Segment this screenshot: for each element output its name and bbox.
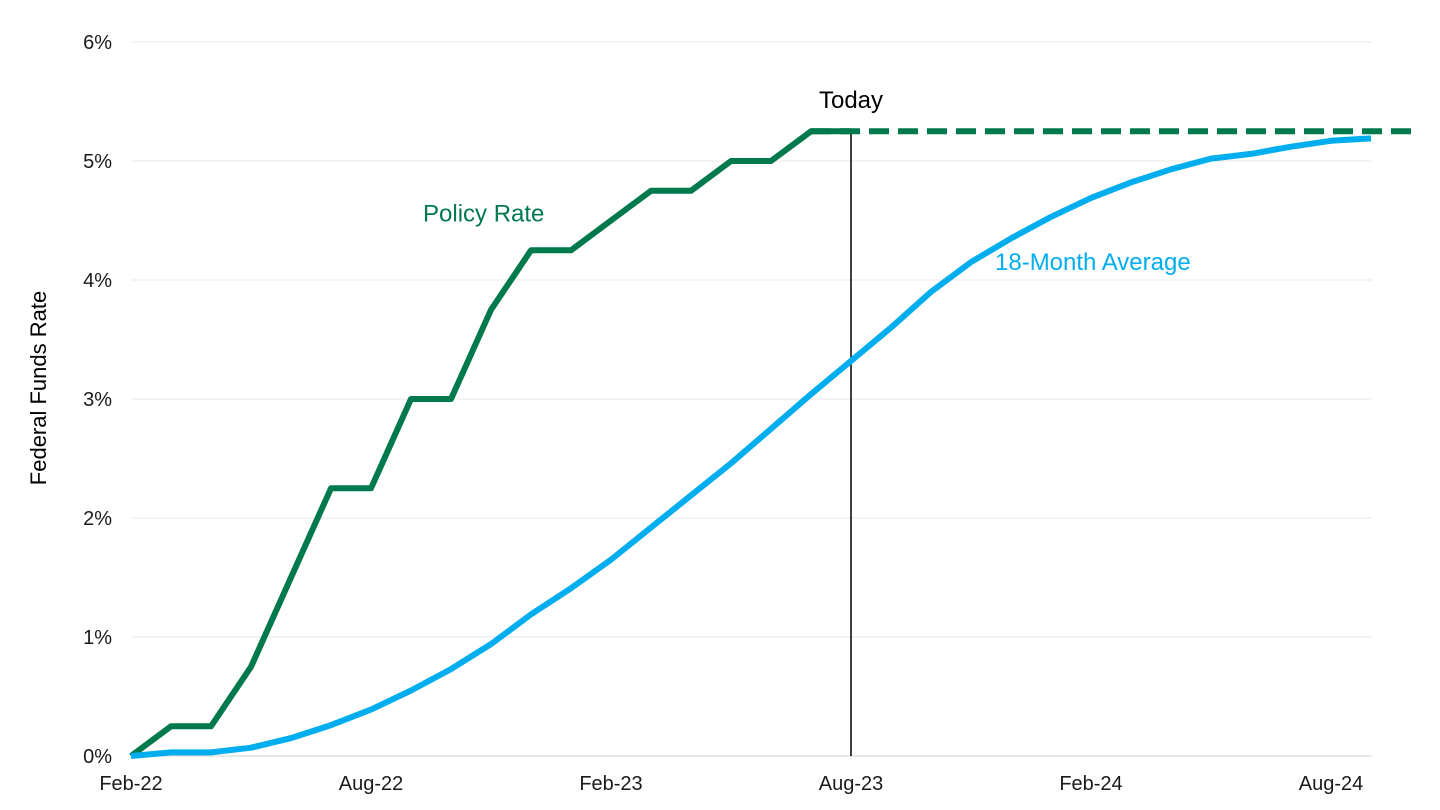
today-label: Today [819, 87, 883, 114]
y-tick-label: 4% [83, 270, 112, 292]
y-tick-label: 6% [83, 32, 112, 54]
y-tick-label: 3% [83, 389, 112, 411]
series-lines [129, 128, 1411, 759]
x-tick-label: Aug-22 [339, 773, 404, 795]
x-tick-label: Aug-23 [819, 773, 884, 795]
x-tick-label: Aug-24 [1299, 773, 1364, 795]
y-tick-label: 5% [83, 151, 112, 173]
x-tick-label: Feb-24 [1059, 773, 1122, 795]
y-tick-label: 0% [83, 746, 112, 768]
average-label: 18-Month Average [995, 249, 1191, 276]
x-tick-label: Feb-23 [579, 773, 642, 795]
y-tick-label: 2% [83, 508, 112, 530]
x-tick-label: Feb-22 [99, 773, 162, 795]
series-line-policy-rate [129, 128, 851, 759]
series-line-18-month-average [130, 135, 1372, 759]
gridlines [131, 41, 1372, 757]
y-axis-title: Federal Funds Rate [26, 291, 51, 485]
x-axis: Feb-22 Aug-22 Feb-23 Aug-23 Feb-24 Aug-24 [99, 773, 1363, 795]
y-tick-label: 1% [83, 627, 112, 649]
y-axis: 0% 1% 2% 3% 4% 5% 6% [83, 32, 112, 768]
policy-rate-label: Policy Rate [423, 201, 544, 228]
